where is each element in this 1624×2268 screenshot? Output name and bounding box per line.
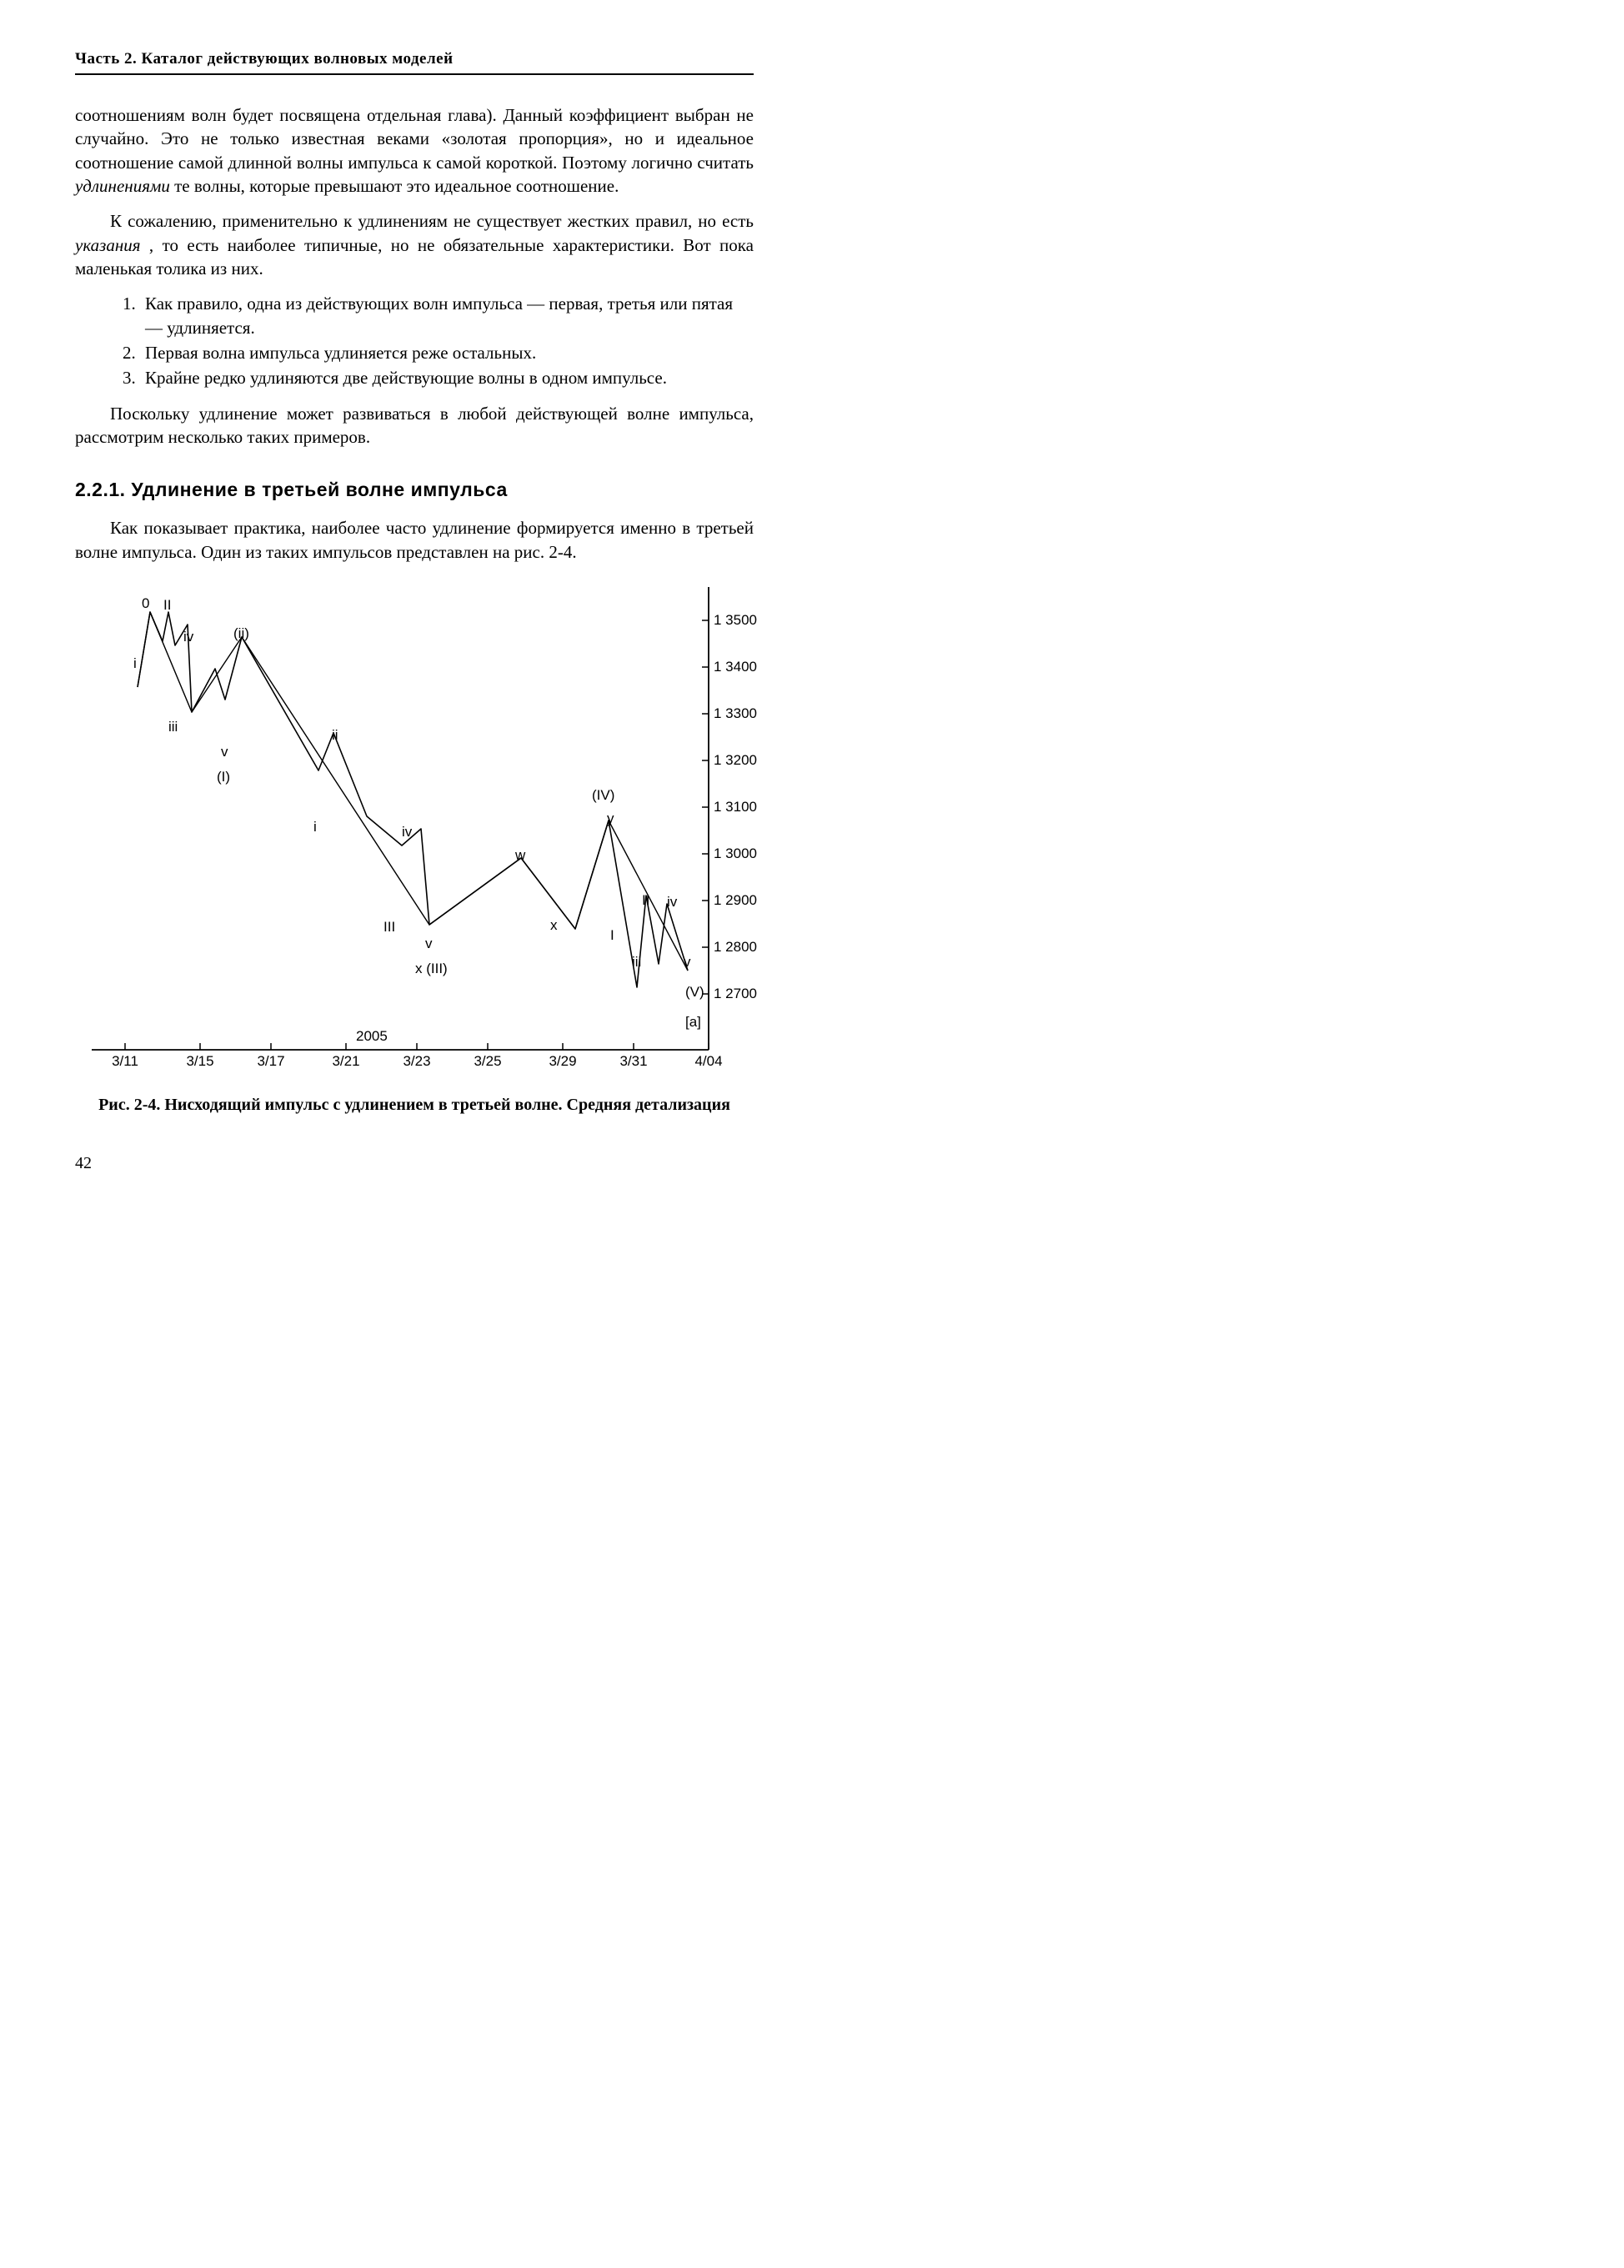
text: соотношениям волн будет посвящена отдель… [75,105,754,173]
wave-label: v [684,954,691,971]
wave-label: iv [402,824,412,840]
wave-label: iv [667,894,677,911]
wave-label: (I) [217,769,230,785]
list-item: Как правило, одна из действующих волн им… [140,292,754,339]
text: К сожалению, применительно к удлинениям … [110,211,754,231]
wave-label: x [550,917,558,934]
section-heading: 2.2.1. Удлинение в третьей волне импульс… [75,479,754,501]
page-number: 42 [75,1154,754,1173]
impulse-chart: 1 35001 34001 33001 32001 31001 30001 29… [75,587,767,1079]
wave-label: y [607,810,614,827]
wave-label: v [425,936,433,952]
list-item: Крайне редко удлиняются две действующие … [140,366,754,389]
wave-label: 0 [142,595,149,612]
wave-label: II [163,597,171,614]
running-header: Часть 2. Каталог действующих волновых мо… [75,50,754,75]
list-item: Первая волна импульса удлиняется реже ос… [140,341,754,364]
figure-caption: Рис. 2-4. Нисходящий импульс с удлинение… [98,1094,731,1116]
paragraph-1: соотношениям волн будет посвящена отдель… [75,103,754,198]
wave-label: ii [332,727,338,744]
wave-label: iii [632,954,641,971]
wave-label: x (III) [415,961,448,977]
wave-label: i [313,819,317,835]
figure-2-4: 1 35001 34001 33001 32001 31001 30001 29… [75,587,754,1116]
wave-label: w [515,847,525,864]
italic-term: указания [75,235,141,255]
rules-list: Как правило, одна из действующих волн им… [75,292,754,389]
paragraph-3: Поскольку удлинение может развиваться в … [75,402,754,449]
wave-label: I [610,927,614,944]
wave-label: II [642,892,649,909]
paragraph-4: Как показывает практика, наиболее часто … [75,516,754,564]
wave-label: [a] [685,1014,701,1031]
wave-label: iv [183,629,193,645]
italic-term: удлинениями [75,176,170,196]
wave-label: (ii) [233,625,249,642]
wave-label: (V) [685,984,704,1001]
text: те волны, которые превышают это идеально… [174,176,619,196]
wave-label: iii [168,719,178,735]
wave-label: i [133,655,137,672]
paragraph-2: К сожалению, применительно к удлинениям … [75,209,754,280]
text: , то есть наиболее типичные, но не обяза… [75,235,754,278]
wave-label: v [221,744,228,760]
page: Часть 2. Каталог действующих волновых мо… [0,0,812,1207]
wave-label: (IV) [592,787,614,804]
wave-label: III [383,919,395,936]
